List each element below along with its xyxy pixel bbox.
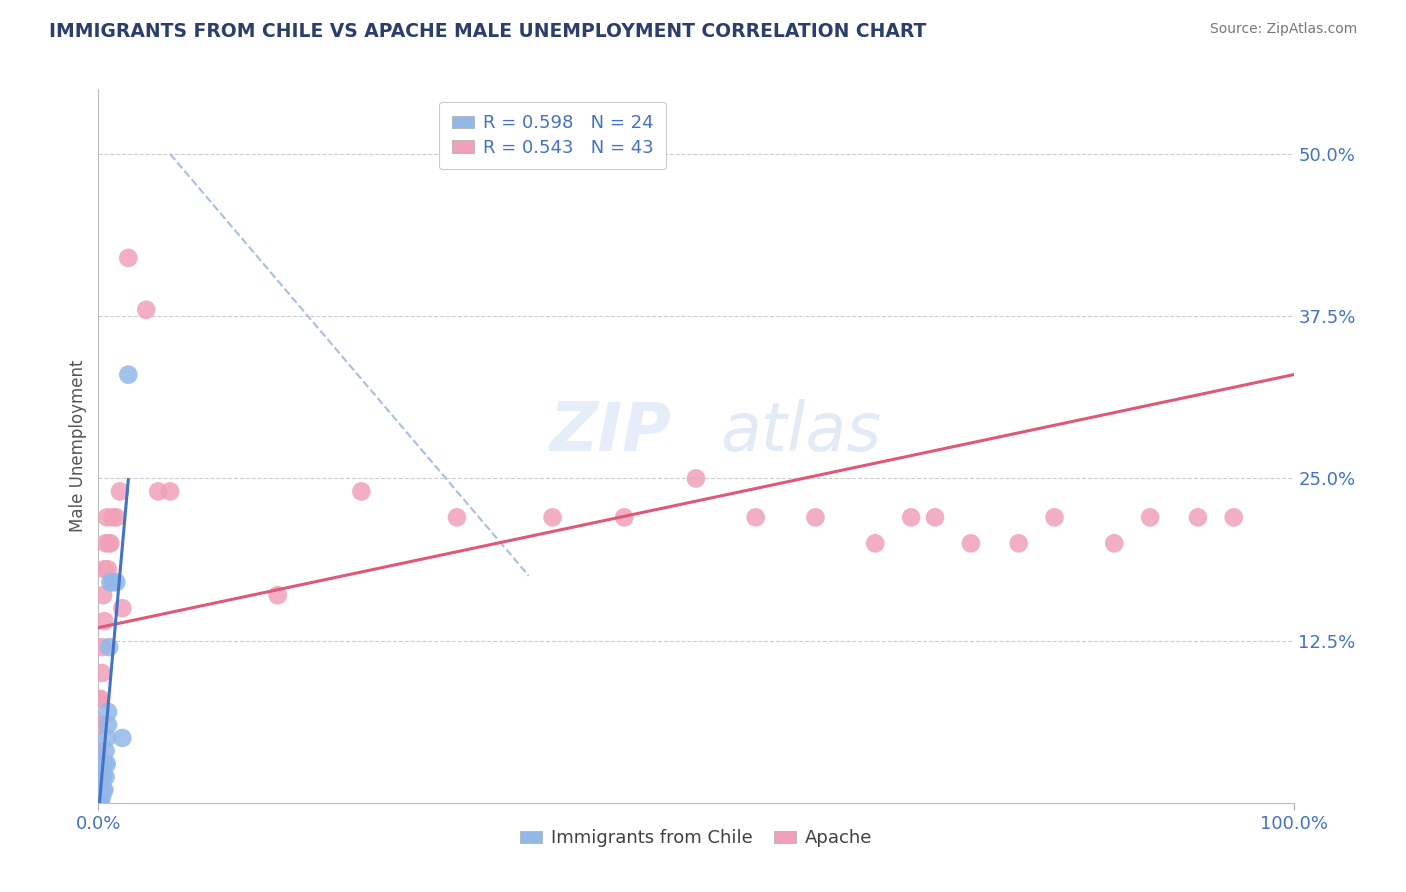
Point xyxy=(960,536,983,550)
Point xyxy=(94,744,117,758)
Point xyxy=(87,796,110,810)
Point xyxy=(117,368,139,382)
Point xyxy=(97,562,120,576)
Point xyxy=(101,510,124,524)
Point xyxy=(87,782,110,797)
Point xyxy=(93,756,115,771)
Point xyxy=(96,731,118,745)
Point xyxy=(613,510,636,524)
Text: IMMIGRANTS FROM CHILE VS APACHE MALE UNEMPLOYMENT CORRELATION CHART: IMMIGRANTS FROM CHILE VS APACHE MALE UNE… xyxy=(49,22,927,41)
Point xyxy=(90,692,112,706)
Text: ZIP: ZIP xyxy=(550,399,672,465)
Point xyxy=(87,770,110,784)
Point xyxy=(135,302,157,317)
Point xyxy=(267,588,290,602)
Point xyxy=(96,756,118,771)
Point xyxy=(105,575,128,590)
Point xyxy=(685,471,707,485)
Point xyxy=(1008,536,1031,550)
Point xyxy=(117,251,139,265)
Point xyxy=(87,776,110,790)
Point xyxy=(87,770,110,784)
Point xyxy=(87,692,110,706)
Point xyxy=(94,536,117,550)
Point xyxy=(93,562,115,576)
Point xyxy=(91,782,114,797)
Point xyxy=(93,614,115,628)
Point xyxy=(87,789,110,804)
Point xyxy=(108,484,131,499)
Point xyxy=(91,640,114,654)
Point xyxy=(446,510,468,524)
Point xyxy=(90,796,112,810)
Point xyxy=(1139,510,1161,524)
Point xyxy=(1223,510,1246,524)
Point xyxy=(745,510,768,524)
Point xyxy=(98,575,122,590)
Point xyxy=(97,718,120,732)
Point xyxy=(98,536,121,550)
Point xyxy=(111,731,134,745)
Point xyxy=(94,770,117,784)
Point xyxy=(804,510,827,524)
Point xyxy=(111,601,134,615)
Point xyxy=(97,705,120,719)
Point xyxy=(89,718,111,732)
Point xyxy=(98,536,122,550)
Point xyxy=(865,536,887,550)
Point xyxy=(87,718,110,732)
Text: Source: ZipAtlas.com: Source: ZipAtlas.com xyxy=(1209,22,1357,37)
Point xyxy=(148,484,170,499)
Point xyxy=(1104,536,1126,550)
Point xyxy=(159,484,181,499)
Point xyxy=(105,510,128,524)
Point xyxy=(87,744,110,758)
Y-axis label: Male Unemployment: Male Unemployment xyxy=(69,359,87,533)
Point xyxy=(87,796,110,810)
Point xyxy=(96,510,118,524)
Text: atlas: atlas xyxy=(720,399,882,465)
Point xyxy=(541,510,564,524)
Point xyxy=(91,770,114,784)
Point xyxy=(101,575,124,590)
Point xyxy=(924,510,946,524)
Point xyxy=(91,588,114,602)
Point xyxy=(91,666,114,681)
Point xyxy=(900,510,922,524)
Point xyxy=(91,789,114,804)
Point xyxy=(350,484,373,499)
Point xyxy=(98,640,121,654)
Point xyxy=(1187,510,1209,524)
Point xyxy=(1043,510,1066,524)
Point xyxy=(93,782,115,797)
Legend: Immigrants from Chile, Apache: Immigrants from Chile, Apache xyxy=(513,822,879,855)
Point xyxy=(90,782,112,797)
